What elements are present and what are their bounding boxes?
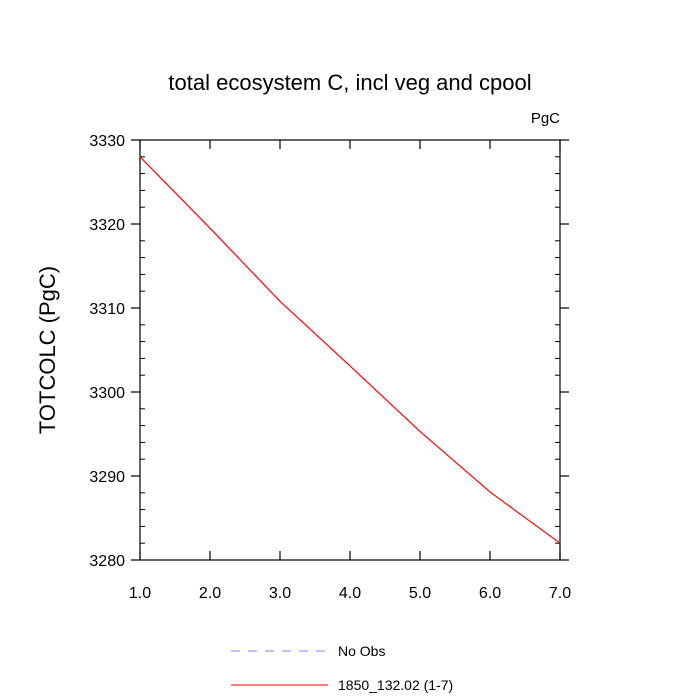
- x-tick-label: 1.0: [129, 585, 151, 602]
- x-tick-label: 6.0: [479, 585, 501, 602]
- chart-title: total ecosystem C, incl veg and cpool: [168, 70, 531, 95]
- y-tick-label: 3300: [89, 385, 125, 402]
- y-tick-label: 3320: [89, 217, 125, 234]
- y-tick-label: 3330: [89, 133, 125, 150]
- x-tick-label: 5.0: [409, 585, 431, 602]
- x-tick-label: 2.0: [199, 585, 221, 602]
- y-axis-label: TOTCOLC (PgC): [35, 266, 60, 434]
- x-tick-label: 4.0: [339, 585, 361, 602]
- y-tick-label: 3310: [89, 301, 125, 318]
- y-tick-label: 3290: [89, 469, 125, 486]
- series-line: [139, 156, 561, 544]
- x-tick-label: 7.0: [549, 585, 571, 602]
- units-label: PgC: [531, 110, 560, 127]
- legend-label: No Obs: [338, 643, 385, 659]
- x-tick-label: 3.0: [269, 585, 291, 602]
- y-tick-label: 3280: [89, 553, 125, 570]
- axis-tick-labels: 1.0 2.0 3.0 4.0 5.0 6.0 7.0 3280 3290 3300 3310 332…: [89, 133, 571, 602]
- axis-ticks: [131, 139, 569, 561]
- series-layer: [139, 156, 561, 544]
- legend-label: 1850_132.02 (1-7): [338, 677, 453, 693]
- legend: No Obs 1850_132.02 (1-7): [231, 643, 453, 693]
